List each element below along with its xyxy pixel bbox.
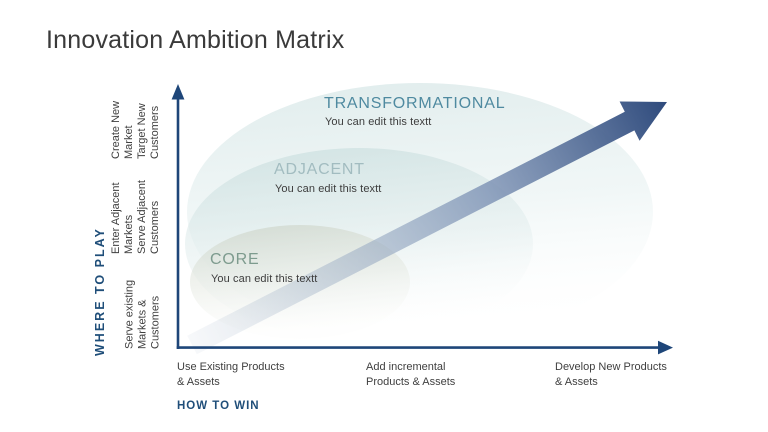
y-tick-serve-existing: Serve existing Markets & Customers: [123, 279, 162, 349]
core-label: CORE: [210, 251, 260, 268]
y-axis-title: WHERE TO PLAY: [93, 227, 107, 356]
x-axis: [176, 340, 673, 355]
x-tick-add-incremental: Add incremental Products & Assets: [366, 361, 456, 388]
page-title: Innovation Ambition Matrix: [46, 26, 345, 54]
adjacent-caption: You can edit this textt: [275, 183, 382, 195]
y-tick-enter-adjacent: Enter Adjacent Markets Serve Adjacent Cu…: [110, 180, 161, 254]
adjacent-label: ADJACENT: [274, 161, 365, 178]
y-axis-arrowhead-icon: [171, 84, 185, 100]
transformational-caption: You can edit this textt: [325, 116, 432, 128]
x-axis-arrowhead-icon: [658, 340, 673, 355]
x-tick-use-existing: Use Existing Products & Assets: [177, 361, 285, 388]
x-axis-title: HOW TO WIN: [177, 400, 260, 412]
transformational-label: TRANSFORMATIONAL: [324, 95, 506, 112]
y-axis: [171, 84, 185, 349]
core-caption: You can edit this textt: [211, 273, 318, 285]
x-tick-develop-new: Develop New Products & Assets: [555, 361, 667, 388]
y-tick-create-new: Create New Market Target New Customers: [110, 100, 161, 159]
growth-arrow: [187, 101, 667, 355]
